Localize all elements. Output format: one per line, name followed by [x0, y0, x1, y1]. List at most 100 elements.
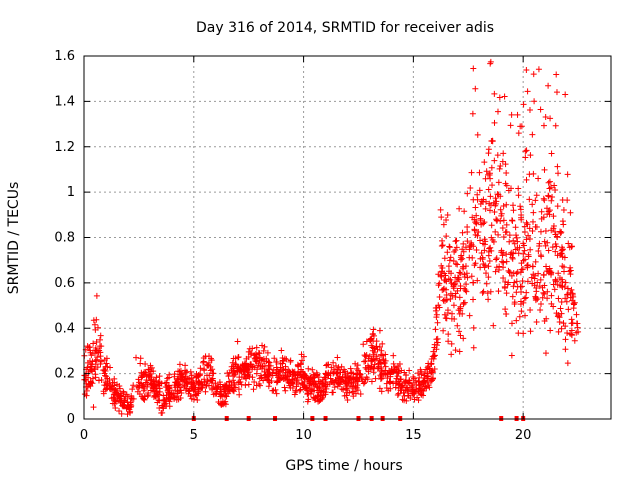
data-point [506, 232, 513, 239]
data-point [302, 372, 309, 379]
data-point [344, 397, 351, 404]
data-point [390, 352, 397, 359]
data-point [538, 215, 545, 222]
data-point [320, 381, 327, 388]
data-point [540, 195, 547, 202]
data-point [245, 369, 252, 376]
data-point [372, 375, 379, 382]
data-point [426, 365, 433, 372]
data-point [111, 379, 118, 386]
data-point [315, 398, 322, 405]
data-point [371, 345, 378, 352]
data-point [523, 176, 530, 183]
data-point [164, 389, 171, 396]
data-point [438, 262, 445, 269]
data-point [556, 275, 563, 282]
data-point [555, 270, 562, 277]
data-point [87, 383, 94, 390]
data-point [542, 242, 549, 249]
data-point [209, 377, 216, 384]
data-point [500, 275, 507, 282]
data-point [394, 392, 401, 399]
data-point [426, 384, 433, 391]
data-point [493, 216, 500, 223]
data-point [475, 228, 482, 235]
data-point [485, 171, 492, 178]
data-point [537, 301, 544, 308]
data-point [259, 342, 266, 349]
data-point [488, 164, 495, 171]
data-point [567, 209, 574, 216]
data-point [85, 359, 92, 366]
data-point [544, 211, 551, 218]
data-point [524, 278, 531, 285]
data-point [509, 255, 516, 262]
data-point [529, 218, 536, 225]
data-point [464, 274, 471, 281]
data-point [421, 372, 428, 379]
data-point [304, 398, 311, 405]
data-point [414, 370, 421, 377]
data-point [137, 360, 144, 367]
data-point [322, 391, 329, 398]
data-point [192, 384, 199, 391]
data-point [456, 294, 463, 301]
data-point [518, 289, 525, 296]
data-point [319, 380, 326, 387]
data-point [479, 289, 486, 296]
data-point [523, 289, 530, 296]
data-point [334, 354, 341, 361]
data-point [354, 387, 361, 394]
data-point [470, 279, 477, 286]
data-point [533, 319, 540, 326]
data-point [516, 313, 523, 320]
data-point [188, 372, 195, 379]
data-point [529, 201, 536, 208]
data-point [553, 233, 560, 240]
data-point [471, 226, 478, 233]
data-point [295, 371, 302, 378]
data-point [398, 383, 405, 390]
data-point [259, 364, 266, 371]
data-point [530, 71, 537, 78]
data-point [118, 410, 125, 417]
data-point [386, 378, 393, 385]
data-point [158, 380, 165, 387]
data-point [133, 354, 140, 361]
data-point [459, 310, 466, 317]
data-point [456, 328, 463, 335]
data-point [138, 374, 145, 381]
data-point [172, 379, 179, 386]
data-point [532, 294, 539, 301]
data-point [521, 295, 528, 302]
data-point [522, 154, 529, 161]
data-point [462, 244, 469, 251]
data-point [138, 393, 145, 400]
data-point [514, 111, 521, 118]
data-point [557, 230, 564, 237]
data-point [541, 197, 548, 204]
data-point [334, 383, 341, 390]
data-point [370, 351, 377, 358]
data-point [92, 366, 99, 373]
data-point [521, 229, 528, 236]
data-point [379, 340, 386, 347]
data-point [405, 392, 412, 399]
data-point [251, 378, 258, 385]
data-point [511, 301, 518, 308]
data-point [438, 214, 445, 221]
data-point [470, 296, 477, 303]
data-point [471, 216, 478, 223]
data-point [529, 263, 536, 270]
data-point [513, 278, 520, 285]
data-point [221, 392, 228, 399]
data-point [281, 355, 288, 362]
data-point [513, 234, 520, 241]
data-point [91, 321, 98, 328]
data-point [88, 367, 95, 374]
data-point [485, 252, 492, 259]
data-point [529, 227, 536, 234]
data-point [171, 371, 178, 378]
data-point [526, 225, 533, 232]
data-point [524, 88, 531, 95]
